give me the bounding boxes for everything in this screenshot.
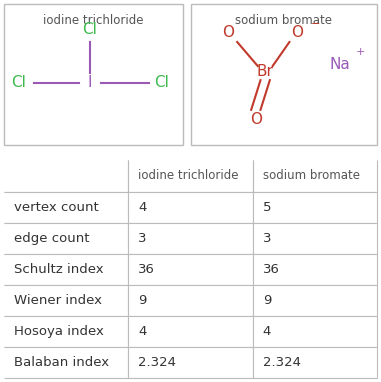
- Text: Cl: Cl: [11, 76, 26, 91]
- Text: Na: Na: [330, 57, 350, 72]
- Text: iodine trichloride: iodine trichloride: [43, 14, 144, 27]
- Text: Br: Br: [257, 64, 274, 79]
- Text: Cl: Cl: [82, 22, 97, 37]
- Text: −: −: [311, 19, 320, 29]
- Text: Cl: Cl: [154, 76, 169, 91]
- Text: +: +: [356, 47, 365, 57]
- Text: I: I: [88, 76, 92, 91]
- Text: sodium bromate: sodium bromate: [235, 14, 332, 27]
- Text: O: O: [250, 112, 262, 127]
- Text: O: O: [222, 24, 234, 40]
- Text: O: O: [291, 24, 303, 40]
